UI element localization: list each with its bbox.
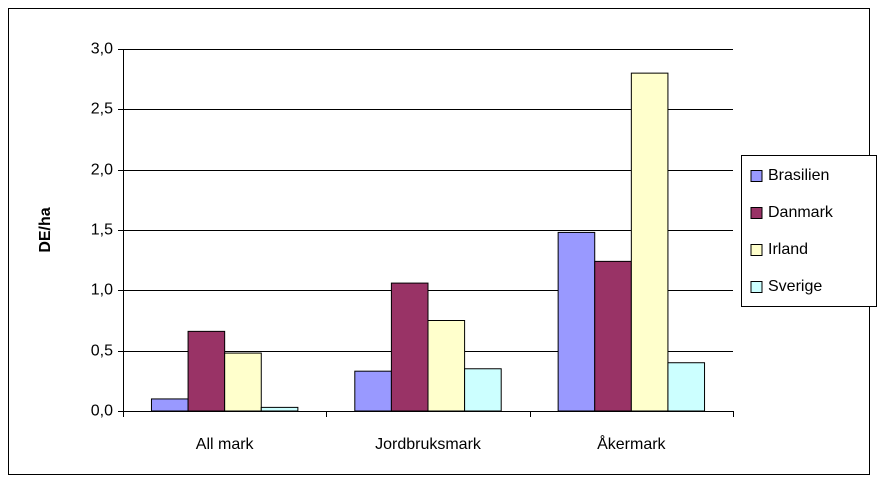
bar bbox=[464, 368, 502, 412]
bar bbox=[260, 406, 299, 412]
legend-swatch bbox=[750, 207, 763, 219]
bar bbox=[390, 282, 429, 412]
legend-label: Sverige bbox=[768, 278, 822, 295]
y-tick-label: 1,0 bbox=[91, 282, 113, 299]
legend-swatch bbox=[750, 170, 763, 182]
y-axis-label: DE/ha bbox=[37, 207, 54, 252]
legend-swatch bbox=[750, 281, 763, 293]
y-tick-label: 2,5 bbox=[91, 101, 113, 118]
x-tick-label: Åkermark bbox=[597, 434, 666, 453]
legend-swatch bbox=[750, 244, 763, 256]
x-tick-label: Jordbruksmark bbox=[375, 436, 482, 453]
bar bbox=[667, 362, 706, 412]
bar bbox=[557, 231, 596, 412]
bar bbox=[594, 260, 632, 412]
legend-label: Irland bbox=[768, 241, 808, 258]
bar bbox=[630, 72, 669, 412]
x-tick-label: All mark bbox=[196, 436, 255, 453]
y-tick-label: 3,0 bbox=[91, 41, 113, 58]
y-tick-label: 2,0 bbox=[91, 162, 113, 179]
y-tick-label: 0,0 bbox=[91, 403, 113, 420]
bar bbox=[187, 330, 226, 412]
bar bbox=[427, 320, 466, 412]
bar bbox=[224, 352, 262, 412]
bar bbox=[354, 370, 392, 412]
legend-box bbox=[741, 155, 877, 307]
bar bbox=[150, 398, 189, 412]
legend-label: Brasilien bbox=[768, 167, 829, 184]
y-tick-label: 0,5 bbox=[91, 343, 113, 360]
y-tick-label: 1,5 bbox=[91, 222, 113, 239]
legend-label: Danmark bbox=[768, 204, 834, 221]
